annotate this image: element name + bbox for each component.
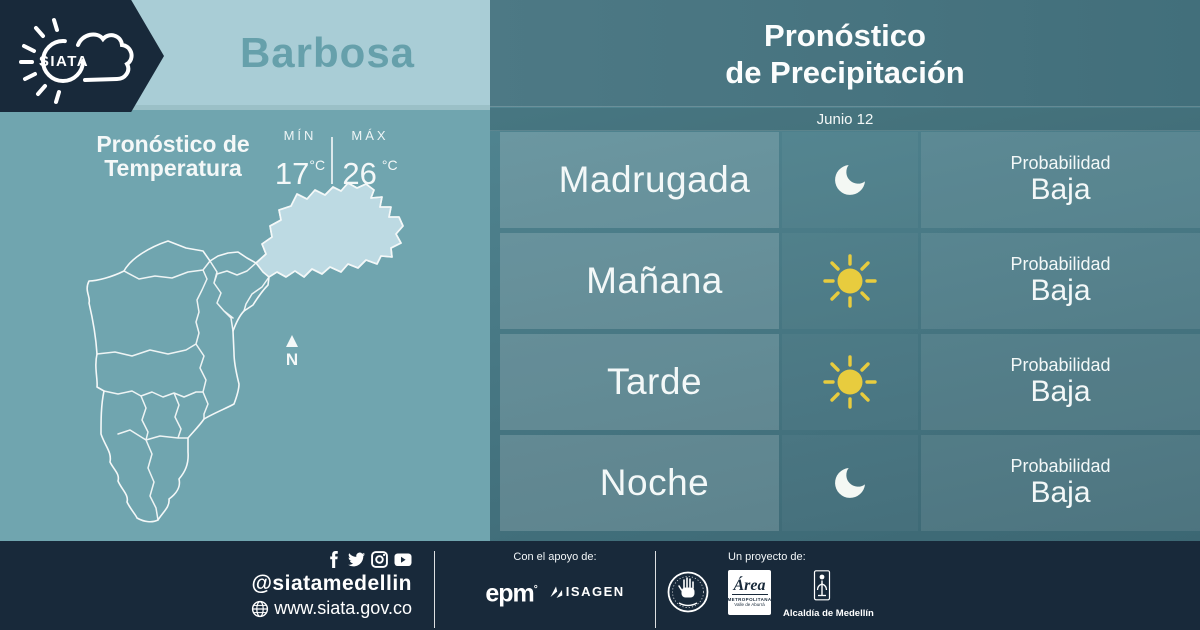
probability-label: Probabilidad bbox=[1010, 355, 1111, 375]
probability-value: Baja bbox=[1030, 173, 1091, 206]
forecast-period-label: Tarde bbox=[500, 334, 779, 430]
epm-logo: epm° bbox=[485, 579, 537, 608]
youtube-icon[interactable] bbox=[394, 551, 412, 568]
sun-icon bbox=[823, 254, 877, 308]
probability-label: Probabilidad bbox=[1010, 254, 1111, 274]
min-unit: °C bbox=[309, 157, 326, 173]
location-title: Barbosa bbox=[239, 28, 416, 76]
band-highlight-strip bbox=[0, 105, 490, 110]
area-metropolitana-logo: Área METROPOLITANA Valle de Aburrá bbox=[727, 570, 771, 615]
globe-icon bbox=[252, 600, 269, 617]
precipitation-header: Pronóstico de Precipitación bbox=[490, 0, 1200, 107]
forecast-date: Junio 12 bbox=[490, 108, 1200, 131]
probability-value: Baja bbox=[1030, 274, 1091, 307]
precipitation-title-line1: Pronóstico bbox=[764, 18, 926, 53]
twitter-icon[interactable] bbox=[348, 551, 365, 568]
social-handle[interactable]: @siatamedellin bbox=[251, 572, 412, 595]
sun-icon bbox=[823, 355, 877, 409]
project-block: Un proyecto de: Área METROPOLITANA Valle… bbox=[727, 551, 874, 619]
left-panel: Barbosa SIATA Pronóstico de bbox=[0, 0, 490, 541]
university-seal-logo bbox=[667, 571, 709, 613]
forecast-rows: Madrugada Probabilidad bbox=[500, 132, 1200, 536]
map-outline bbox=[86, 182, 404, 523]
forecast-period-label: Noche bbox=[500, 435, 779, 531]
temperature-forecast-block: Pronóstico de Temperatura MÍN 17°C MÁX 2… bbox=[0, 126, 490, 192]
isagen-logo: ISAGEN bbox=[549, 584, 625, 599]
forecast-row: Mañana Probabilidad B bbox=[500, 233, 1200, 329]
siata-logo-text: SIATA bbox=[39, 53, 89, 70]
isagen-swirl-icon bbox=[550, 586, 563, 599]
siata-logo-block: SIATA bbox=[0, 0, 164, 112]
social-block: @siatamedellin www.siata.gov.co bbox=[251, 551, 412, 619]
north-label: N bbox=[286, 350, 298, 369]
facebook-icon[interactable] bbox=[325, 551, 342, 568]
project-label: Un proyecto de: bbox=[728, 551, 806, 563]
alcaldia-medellin-logo: Alcaldía de Medellín bbox=[783, 570, 874, 619]
support-block: Con el apoyo de: epm° ISAGEN bbox=[455, 551, 655, 608]
forecast-period-label: Madrugada bbox=[500, 132, 779, 228]
max-unit: °C bbox=[381, 157, 398, 173]
footer-divider bbox=[655, 551, 656, 628]
temperature-heading: Pronóstico de Temperatura bbox=[96, 131, 250, 181]
probability-label: Probabilidad bbox=[1010, 456, 1111, 476]
probability-value: Baja bbox=[1030, 476, 1091, 509]
max-label: MÁX bbox=[351, 128, 389, 143]
min-temperature: MÍN 17°C bbox=[267, 128, 333, 190]
minmax-divider bbox=[331, 137, 333, 184]
map-internal-borders bbox=[96, 260, 270, 521]
alcaldia-emblem-icon bbox=[813, 570, 831, 601]
instagram-icon[interactable] bbox=[371, 551, 388, 568]
footer: @siatamedellin www.siata.gov.co Con el a… bbox=[0, 541, 1200, 630]
probability-value: Baja bbox=[1030, 375, 1091, 408]
min-label: MÍN bbox=[283, 128, 317, 143]
support-label: Con el apoyo de: bbox=[513, 551, 597, 563]
forecast-row: Madrugada Probabilidad bbox=[500, 132, 1200, 228]
forecast-period-label: Mañana bbox=[500, 233, 779, 329]
website-url[interactable]: www.siata.gov.co bbox=[274, 598, 412, 618]
aburra-valley-map: N bbox=[86, 182, 404, 523]
forecast-row: Tarde Probabilidad Ba bbox=[500, 334, 1200, 430]
precipitation-panel: Pronóstico de Precipitación Junio 12 Mad… bbox=[490, 0, 1200, 541]
north-arrow-icon bbox=[286, 335, 298, 347]
precipitation-title-line2: de Precipitación bbox=[725, 55, 965, 90]
moon-icon bbox=[835, 165, 865, 195]
moon-icon bbox=[835, 468, 865, 498]
forecast-row: Noche Probabilidad Ba bbox=[500, 435, 1200, 531]
footer-divider bbox=[434, 551, 435, 628]
siata-sun-cloud-logo-icon: SIATA bbox=[19, 18, 134, 104]
max-temperature: MÁX 26 °C bbox=[337, 128, 403, 190]
min-value: 17 bbox=[274, 156, 310, 191]
probability-label: Probabilidad bbox=[1010, 153, 1111, 173]
